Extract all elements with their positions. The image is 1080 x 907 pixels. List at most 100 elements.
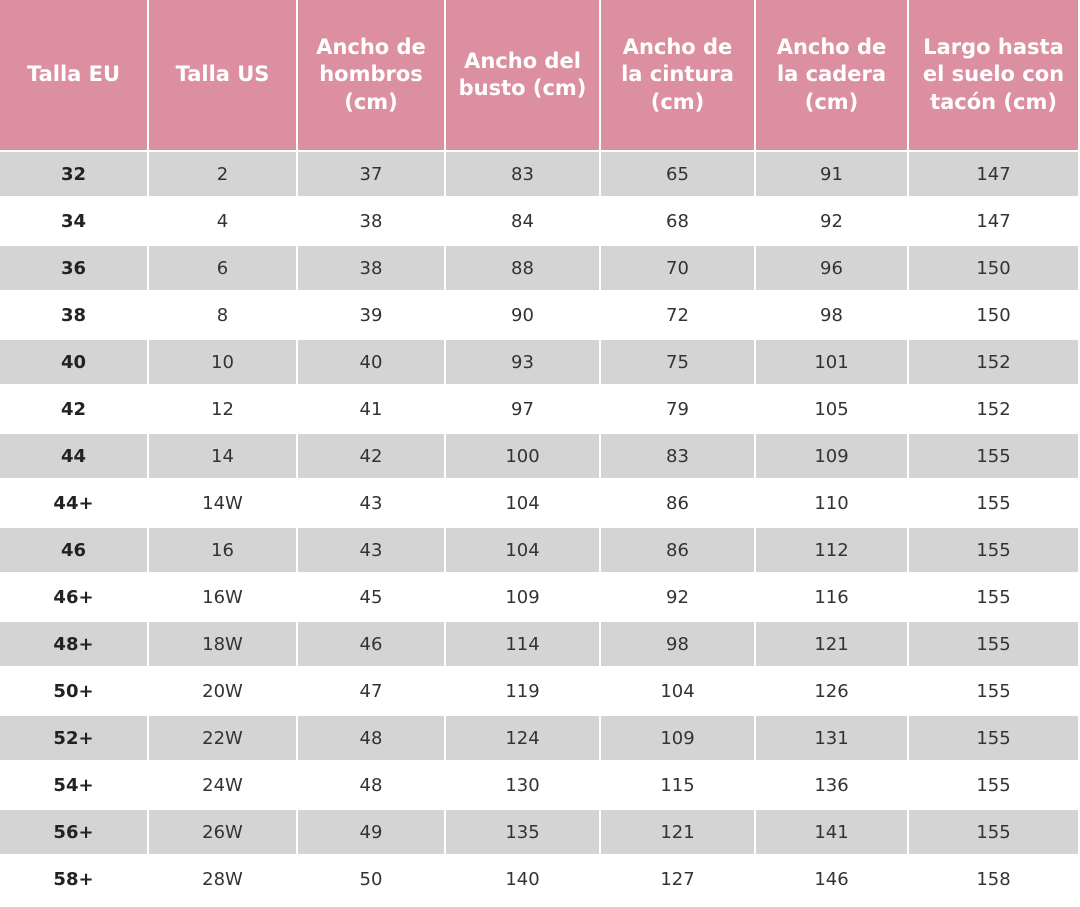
- table-cell: 46: [298, 622, 444, 666]
- table-cell: 92: [666, 586, 689, 608]
- table-cell: 20W: [202, 680, 243, 702]
- table-cell: 135: [446, 810, 599, 854]
- table-cell: 39: [359, 304, 383, 326]
- table-cell: 131: [756, 716, 907, 760]
- table-cell: 40: [298, 340, 444, 384]
- table-cell: 140: [505, 868, 540, 890]
- table-cell: 38: [298, 246, 444, 290]
- header-cell: Ancho de la cadera (cm): [756, 0, 907, 150]
- table-cell: 44+: [53, 492, 94, 514]
- table-cell: 155: [976, 492, 1011, 514]
- table-cell: 155: [976, 774, 1011, 796]
- table-cell: 155: [976, 586, 1011, 608]
- table-cell: 36: [0, 246, 147, 290]
- table-cell: 147: [909, 152, 1078, 196]
- table-cell: 42: [60, 398, 87, 420]
- table-cell: 155: [909, 528, 1078, 572]
- table-cell: 43: [298, 528, 444, 572]
- table-cell: 47: [359, 680, 383, 702]
- table-cell: 26W: [149, 810, 296, 854]
- table-cell: 109: [505, 586, 540, 608]
- table-cell: 6: [149, 246, 296, 290]
- table-cell: 121: [601, 810, 754, 854]
- table-cell: 18W: [149, 622, 296, 666]
- table-cell: 79: [666, 398, 689, 420]
- table-cell: 2: [149, 152, 296, 196]
- table-cell: 152: [976, 398, 1011, 420]
- table-cell: 46+: [53, 586, 94, 608]
- table-cell: 14: [149, 434, 296, 478]
- table-cell: 84: [511, 210, 534, 232]
- table-cell: 92: [820, 210, 843, 232]
- table-cell: 136: [814, 774, 849, 796]
- table-cell: 22W: [149, 716, 296, 760]
- table-cell: 24W: [202, 774, 243, 796]
- table-cell: 34: [60, 210, 87, 232]
- table-cell: 101: [756, 340, 907, 384]
- table-cell: 121: [756, 622, 907, 666]
- table-cell: 90: [511, 304, 534, 326]
- header-cell: Ancho de hombros (cm): [298, 0, 444, 150]
- header-cell: Largo hasta el suelo con tacón (cm): [909, 0, 1078, 150]
- table-cell: 150: [976, 304, 1011, 326]
- table-cell: 83: [601, 434, 754, 478]
- table-cell: 98: [820, 304, 843, 326]
- table-cell: 91: [756, 152, 907, 196]
- table-cell: 75: [601, 340, 754, 384]
- table-cell: 86: [601, 528, 754, 572]
- table-cell: 72: [666, 304, 689, 326]
- header-cell: Ancho de la cintura (cm): [601, 0, 754, 150]
- table-cell: 127: [660, 868, 695, 890]
- table-cell: 44: [0, 434, 147, 478]
- table-cell: 32: [0, 152, 147, 196]
- table-cell: 65: [601, 152, 754, 196]
- table-cell: 40: [0, 340, 147, 384]
- table-cell: 105: [814, 398, 849, 420]
- table-cell: 49: [298, 810, 444, 854]
- table-cell: 152: [909, 340, 1078, 384]
- table-cell: 86: [666, 492, 689, 514]
- table-cell: 93: [446, 340, 599, 384]
- table-cell: 155: [909, 434, 1078, 478]
- table-cell: 155: [909, 622, 1078, 666]
- table-cell: 38: [60, 304, 87, 326]
- table-cell: 56+: [0, 810, 147, 854]
- table-cell: 109: [601, 716, 754, 760]
- table-cell: 104: [505, 492, 540, 514]
- table-cell: 48: [359, 774, 383, 796]
- table-cell: 104: [446, 528, 599, 572]
- table-cell: 16W: [202, 586, 243, 608]
- table-cell: 83: [446, 152, 599, 196]
- table-cell: 48: [298, 716, 444, 760]
- table-cell: 37: [298, 152, 444, 196]
- table-cell: 96: [756, 246, 907, 290]
- table-cell: 42: [298, 434, 444, 478]
- table-cell: 115: [660, 774, 695, 796]
- table-cell: 8: [216, 304, 229, 326]
- table-cell: 38: [359, 210, 383, 232]
- table-cell: 43: [359, 492, 383, 514]
- table-cell: 97: [511, 398, 534, 420]
- table-cell: 50: [359, 868, 383, 890]
- table-cell: 58+: [53, 868, 94, 890]
- table-cell: 41: [359, 398, 383, 420]
- table-cell: 114: [446, 622, 599, 666]
- table-cell: 146: [814, 868, 849, 890]
- table-cell: 68: [666, 210, 689, 232]
- table-cell: 88: [446, 246, 599, 290]
- table-cell: 104: [660, 680, 695, 702]
- table-cell: 54+: [53, 774, 94, 796]
- table-cell: 48+: [0, 622, 147, 666]
- header-cell: Ancho del busto (cm): [446, 0, 599, 150]
- table-cell: 158: [976, 868, 1011, 890]
- table-cell: 110: [814, 492, 849, 514]
- table-cell: 70: [601, 246, 754, 290]
- table-cell: 50+: [53, 680, 94, 702]
- table-cell: 130: [505, 774, 540, 796]
- table-cell: 141: [756, 810, 907, 854]
- table-cell: 116: [814, 586, 849, 608]
- table-cell: 52+: [0, 716, 147, 760]
- table-cell: 46: [0, 528, 147, 572]
- table-cell: 10: [149, 340, 296, 384]
- table-cell: 126: [814, 680, 849, 702]
